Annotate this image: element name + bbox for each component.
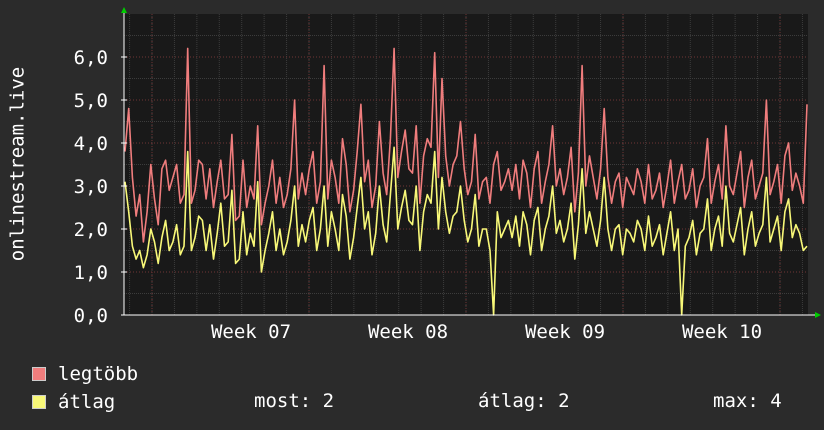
legend-item-legtobb: legtöbb bbox=[32, 363, 138, 385]
y-tick-label: 6,0 bbox=[74, 47, 108, 69]
legend-item-atlag: átlag bbox=[32, 391, 115, 413]
y-tick-labels: 0,0 1,0 2,0 3,0 4,0 5,0 6,0 bbox=[74, 47, 108, 327]
legend-label: legtöbb bbox=[58, 363, 139, 385]
y-tick-label: 1,0 bbox=[74, 262, 108, 284]
axes bbox=[121, 7, 821, 318]
stat-atlag: átlag: 2 bbox=[478, 390, 570, 412]
x-tick-label: Week 07 bbox=[211, 321, 291, 343]
y-tick-label: 0,0 bbox=[74, 305, 108, 327]
y-axis-label: onlinestream.live bbox=[7, 67, 29, 261]
y-axis-arrow-icon bbox=[121, 7, 127, 13]
y-tick-label: 4,0 bbox=[74, 133, 108, 155]
y-tick-label: 2,0 bbox=[74, 219, 108, 241]
stat-max: max: 4 bbox=[713, 390, 782, 412]
series-line-atlag bbox=[124, 146, 808, 316]
y-tick-label: 3,0 bbox=[74, 176, 108, 198]
x-tick-label: Week 09 bbox=[525, 321, 605, 343]
stat-most: most: 2 bbox=[254, 390, 335, 412]
x-tick-label: Week 08 bbox=[368, 321, 448, 343]
x-tick-labels: Week 07 Week 08 Week 09 Week 10 bbox=[211, 321, 762, 343]
legend-label: átlag bbox=[58, 391, 116, 413]
y-tick-label: 5,0 bbox=[74, 90, 108, 112]
series-line-legtobb bbox=[124, 47, 808, 243]
x-axis-arrow-icon bbox=[815, 312, 821, 318]
legend-swatch bbox=[32, 395, 46, 409]
series-group bbox=[124, 47, 808, 316]
legend-swatch bbox=[32, 367, 46, 381]
x-tick-label: Week 10 bbox=[682, 321, 762, 343]
